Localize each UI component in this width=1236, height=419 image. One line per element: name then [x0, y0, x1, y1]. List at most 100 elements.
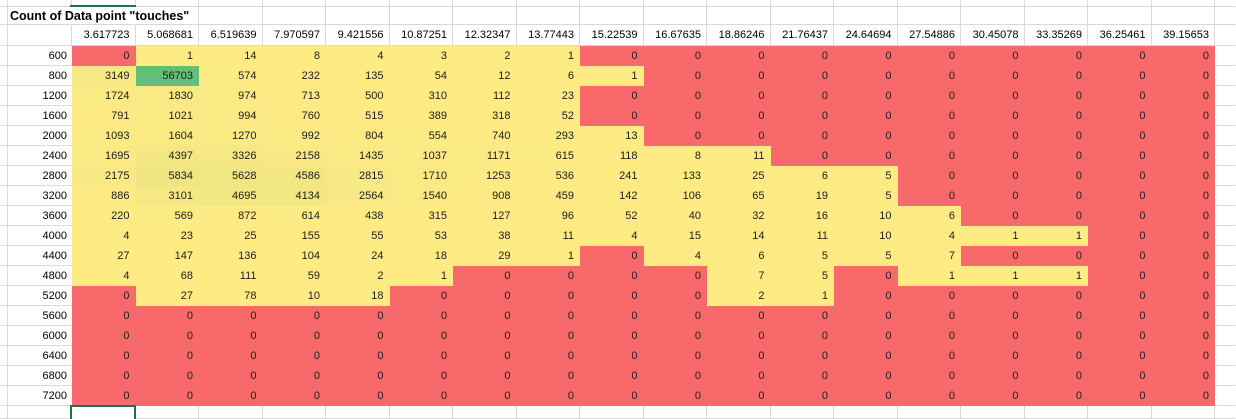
cell[interactable]: 0	[834, 126, 898, 146]
grid-cell-empty[interactable]	[1215, 286, 1236, 306]
grid-cell-empty[interactable]	[0, 266, 8, 286]
grid-cell-empty[interactable]	[0, 286, 8, 306]
cell[interactable]: 53	[389, 226, 453, 246]
cell[interactable]: 6	[770, 166, 834, 186]
column-header[interactable]: 5.068681	[135, 25, 199, 46]
grid-cell-empty[interactable]	[1215, 226, 1236, 246]
cell[interactable]: 2	[707, 286, 771, 306]
cell[interactable]: 1	[1024, 226, 1088, 246]
cell[interactable]: 4586	[262, 166, 326, 186]
cell[interactable]: 0	[580, 246, 644, 266]
cell[interactable]: 0	[453, 266, 517, 286]
cell[interactable]: 0	[580, 366, 644, 386]
row-header[interactable]: 6000	[8, 326, 72, 346]
cell[interactable]: 0	[834, 66, 898, 86]
grid-cell-empty[interactable]	[0, 346, 8, 366]
cell[interactable]: 3149	[72, 66, 136, 86]
cell[interactable]: 515	[326, 106, 390, 126]
cell[interactable]: 52	[580, 206, 644, 226]
cell[interactable]: 0	[897, 106, 961, 126]
cell[interactable]: 0	[961, 246, 1025, 266]
grid-cell-empty[interactable]	[707, 7, 771, 25]
cell[interactable]: 0	[199, 346, 263, 366]
cell[interactable]: 0	[389, 386, 453, 406]
row-header[interactable]: 3600	[8, 206, 72, 226]
grid-cell-empty[interactable]	[1024, 7, 1088, 25]
column-header[interactable]: 13.77443	[516, 25, 580, 46]
grid-cell-empty[interactable]	[834, 406, 898, 419]
cell[interactable]: 0	[1088, 86, 1152, 106]
cell[interactable]: 1	[897, 266, 961, 286]
grid-cell-empty[interactable]	[1215, 366, 1236, 386]
cell[interactable]: 994	[199, 106, 263, 126]
cell[interactable]: 0	[72, 46, 136, 66]
grid-cell-empty[interactable]	[834, 7, 898, 25]
cell[interactable]: 0	[961, 206, 1025, 226]
cell[interactable]: 0	[961, 186, 1025, 206]
cell[interactable]: 27	[72, 246, 136, 266]
grid-cell-empty[interactable]	[0, 406, 8, 419]
cell[interactable]: 0	[326, 366, 390, 386]
cell[interactable]: 0	[1024, 386, 1088, 406]
cell[interactable]: 569	[135, 206, 199, 226]
cell[interactable]: 0	[961, 66, 1025, 86]
row-header[interactable]: 6800	[8, 366, 72, 386]
grid-cell-empty[interactable]	[0, 226, 8, 246]
cell[interactable]: 0	[72, 326, 136, 346]
grid-cell-empty[interactable]	[326, 7, 390, 25]
cell[interactable]: 52	[516, 106, 580, 126]
cell[interactable]: 1093	[72, 126, 136, 146]
cell[interactable]: 4	[72, 226, 136, 246]
cell[interactable]: 0	[453, 286, 517, 306]
cell[interactable]: 23	[516, 86, 580, 106]
grid-cell-empty[interactable]	[1215, 25, 1236, 46]
cell[interactable]: 2	[326, 266, 390, 286]
cell[interactable]: 0	[135, 366, 199, 386]
grid-cell-empty[interactable]	[643, 0, 707, 7]
cell[interactable]: 0	[1088, 246, 1152, 266]
cell[interactable]: 0	[1088, 326, 1152, 346]
cell[interactable]: 0	[1088, 366, 1152, 386]
cell[interactable]: 2175	[72, 166, 136, 186]
cell[interactable]: 0	[707, 46, 771, 66]
grid-cell-empty[interactable]	[897, 0, 961, 7]
cell[interactable]: 0	[1024, 186, 1088, 206]
cell[interactable]: 0	[1024, 86, 1088, 106]
cell[interactable]: 104	[262, 246, 326, 266]
cell[interactable]: 136	[199, 246, 263, 266]
cell[interactable]: 0	[580, 306, 644, 326]
grid-cell-empty[interactable]	[0, 306, 8, 326]
cell[interactable]: 4695	[199, 186, 263, 206]
cell[interactable]: 0	[707, 86, 771, 106]
grid-cell-empty[interactable]	[0, 166, 8, 186]
cell[interactable]: 0	[262, 366, 326, 386]
cell[interactable]: 0	[516, 386, 580, 406]
cell[interactable]: 0	[707, 66, 771, 86]
grid-cell-empty[interactable]	[389, 7, 453, 25]
row-header[interactable]: 2400	[8, 146, 72, 166]
cell[interactable]: 0	[834, 346, 898, 366]
grid-cell-empty[interactable]	[8, 7, 72, 25]
cell[interactable]: 0	[326, 346, 390, 366]
grid-cell-empty[interactable]	[262, 0, 326, 7]
cell[interactable]: 0	[580, 46, 644, 66]
grid-cell-empty[interactable]	[580, 7, 644, 25]
row-header[interactable]: 1600	[8, 106, 72, 126]
cell[interactable]: 0	[1088, 46, 1152, 66]
cell[interactable]: 135	[326, 66, 390, 86]
cell[interactable]: 0	[72, 346, 136, 366]
cell[interactable]: 0	[643, 86, 707, 106]
cell[interactable]: 0	[1151, 46, 1215, 66]
cell[interactable]: 0	[453, 326, 517, 346]
grid-cell-empty[interactable]	[1024, 406, 1088, 419]
cell[interactable]: 11	[770, 226, 834, 246]
cell[interactable]: 0	[1088, 66, 1152, 86]
cell[interactable]: 0	[643, 46, 707, 66]
cell[interactable]: 2	[453, 46, 517, 66]
cell[interactable]: 6	[707, 246, 771, 266]
cell[interactable]: 118	[580, 146, 644, 166]
grid-cell-empty[interactable]	[1151, 406, 1215, 419]
cell[interactable]: 1	[961, 266, 1025, 286]
cell[interactable]: 0	[1151, 286, 1215, 306]
cell[interactable]: 0	[516, 266, 580, 286]
